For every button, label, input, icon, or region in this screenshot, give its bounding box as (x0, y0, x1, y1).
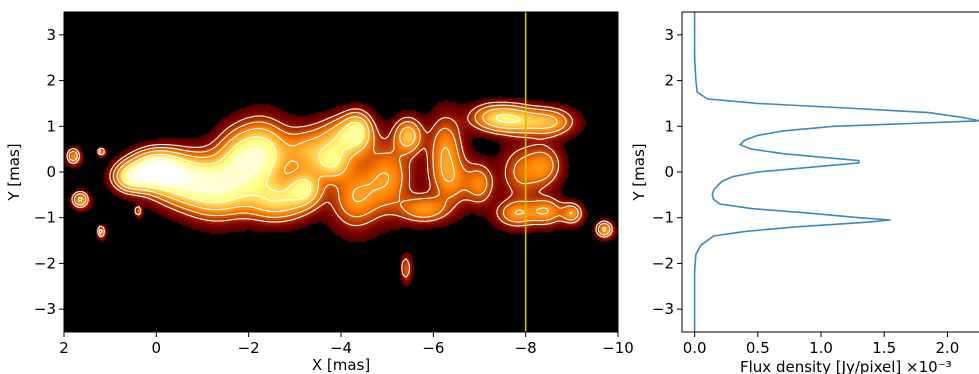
image-x-tick-label: −6 (422, 339, 444, 357)
profile-frame (681, 11, 979, 333)
profile-y-axis-label: Y [mas] (630, 143, 648, 201)
profile-x-tick-label: 1.5 (872, 339, 896, 357)
image-x-tick-label: −4 (330, 339, 352, 357)
image-y-tick-label: 0 (46, 163, 56, 181)
contour-level-0 (66, 101, 613, 278)
heatmap-canvas (64, 12, 618, 332)
contour-level-3 (121, 114, 521, 203)
profile-y-tick-label: −3 (652, 300, 674, 318)
profile-x-ticks: 0.0 0.5 1.0 1.5 2.0 (683, 332, 959, 357)
image-x-tick-label: 0 (152, 339, 162, 357)
image-y-axis-label: Y [mas] (5, 143, 23, 201)
profile-background (682, 12, 979, 332)
profile-x-tick-label: 0.0 (683, 339, 707, 357)
image-x-axis-label: X [mas] (312, 356, 370, 374)
image-raster-container (64, 12, 618, 332)
contour-level-1 (68, 104, 611, 236)
image-y-tick-label: 1 (46, 117, 56, 135)
image-y-tick-label: −1 (34, 209, 56, 227)
profile-y-tick-label: 1 (664, 117, 674, 135)
image-y-tick-label: 2 (46, 72, 56, 90)
image-y-ticks: 3 2 1 0 −1 −2 −3 (34, 26, 64, 318)
image-x-tick-label: 2 (59, 339, 69, 357)
profile-y-tick-label: 2 (664, 72, 674, 90)
image-x-tick-label: −2 (238, 339, 260, 357)
profile-y-ticks: 3 2 1 0 −1 −2 −3 (652, 26, 682, 318)
image-x-ticks: 2 0 −2 −4 −6 −8 −10 (59, 332, 634, 357)
profile-y-tick-label: −1 (652, 209, 674, 227)
profile-y-tick-label: 3 (664, 26, 674, 44)
image-x-tick-label: −10 (602, 339, 634, 357)
profile-y-tick-label: 0 (664, 163, 674, 181)
profile-x-tick-label: 1.0 (809, 339, 833, 357)
profile-x-tick-label: 2.0 (935, 339, 959, 357)
image-y-tick-label: −2 (34, 254, 56, 272)
image-panel: 2 0 −2 −4 −6 −8 −10 3 2 1 0 −1 −2 −3 X [mas] Y [mas] (5, 11, 634, 374)
profile-x-tick-label: 0.5 (746, 339, 770, 357)
contour-group (66, 101, 613, 278)
profile-x-axis-label: Flux density [Jy/pixel] ×10⁻³ (740, 358, 952, 374)
image-y-tick-label: −3 (34, 300, 56, 318)
profile-y-tick-label: −2 (652, 254, 674, 272)
contour-level-2 (78, 108, 607, 232)
profile-series-line (693, 12, 979, 332)
profile-panel: 0.0 0.5 1.0 1.5 2.0 3 2 1 0 −1 −2 −3 Flux density … (630, 11, 979, 374)
image-y-tick-label: 3 (46, 26, 56, 44)
contour-level-4 (128, 148, 263, 193)
image-x-tick-label: −8 (515, 339, 537, 357)
